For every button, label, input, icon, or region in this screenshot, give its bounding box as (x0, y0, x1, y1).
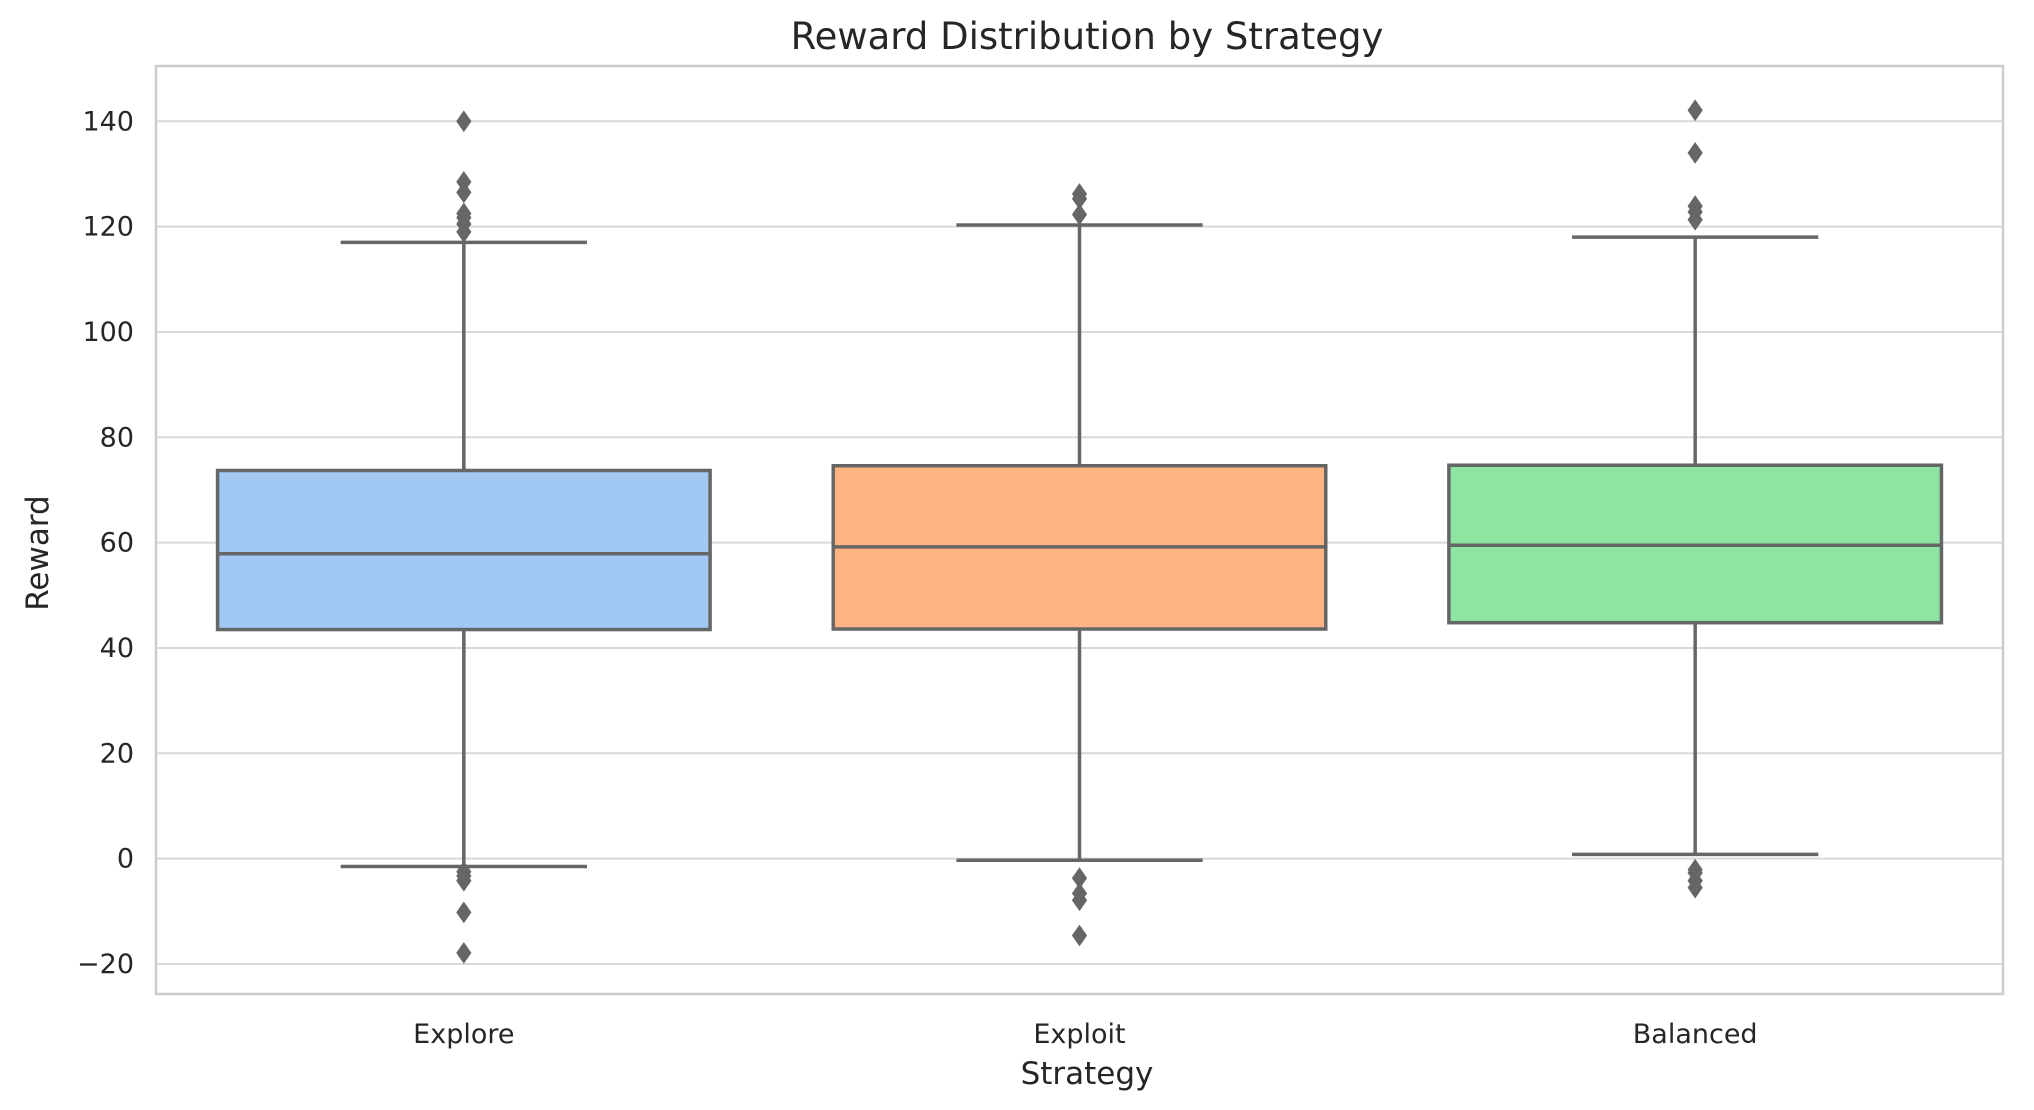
outlier-point (1687, 876, 1703, 899)
x-tick-labels: Explore Exploit Balanced (413, 1019, 1757, 1050)
y-tick-label: 80 (100, 422, 134, 453)
boxes (215, 99, 1944, 964)
y-axis-label: Reward (20, 495, 56, 610)
y-tick-label: 40 (100, 633, 134, 664)
outlier-point (456, 110, 472, 133)
x-tick-label: Balanced (1633, 1019, 1758, 1050)
box-iqr (215, 468, 712, 632)
outlier-point (456, 181, 472, 204)
x-axis-label: Strategy (1021, 1056, 1154, 1092)
chart-title: Reward Distribution by Strategy (791, 15, 1384, 58)
y-tick-label: 60 (100, 528, 134, 559)
y-tick-label: −20 (77, 949, 134, 980)
box-group-exploit (831, 183, 1328, 947)
y-tick-label: 120 (82, 212, 134, 243)
y-tick-label: 100 (82, 317, 134, 348)
y-tick-label: 140 (82, 106, 134, 137)
outlier-point (1071, 889, 1088, 912)
y-tick-label: 0 (117, 844, 134, 875)
x-tick-label: Exploit (1033, 1019, 1125, 1050)
outlier-point (1687, 142, 1703, 164)
y-tick-labels: −20 0 20 40 60 80 100 120 140 (77, 106, 134, 980)
outlier-point (456, 901, 472, 924)
outlier-point (456, 221, 472, 243)
outlier-point (1687, 208, 1703, 231)
box-group-explore (215, 110, 712, 964)
box-group-balanced (1447, 99, 1944, 899)
outlier-point (456, 942, 472, 964)
outlier-point (1687, 99, 1703, 122)
outlier-point (1071, 924, 1088, 947)
plot-frame (154, 64, 2005, 996)
outlier-point (1071, 203, 1088, 226)
outlier-point (456, 869, 472, 892)
x-tick-label: Explore (413, 1019, 514, 1050)
y-tick-label: 20 (100, 738, 134, 769)
